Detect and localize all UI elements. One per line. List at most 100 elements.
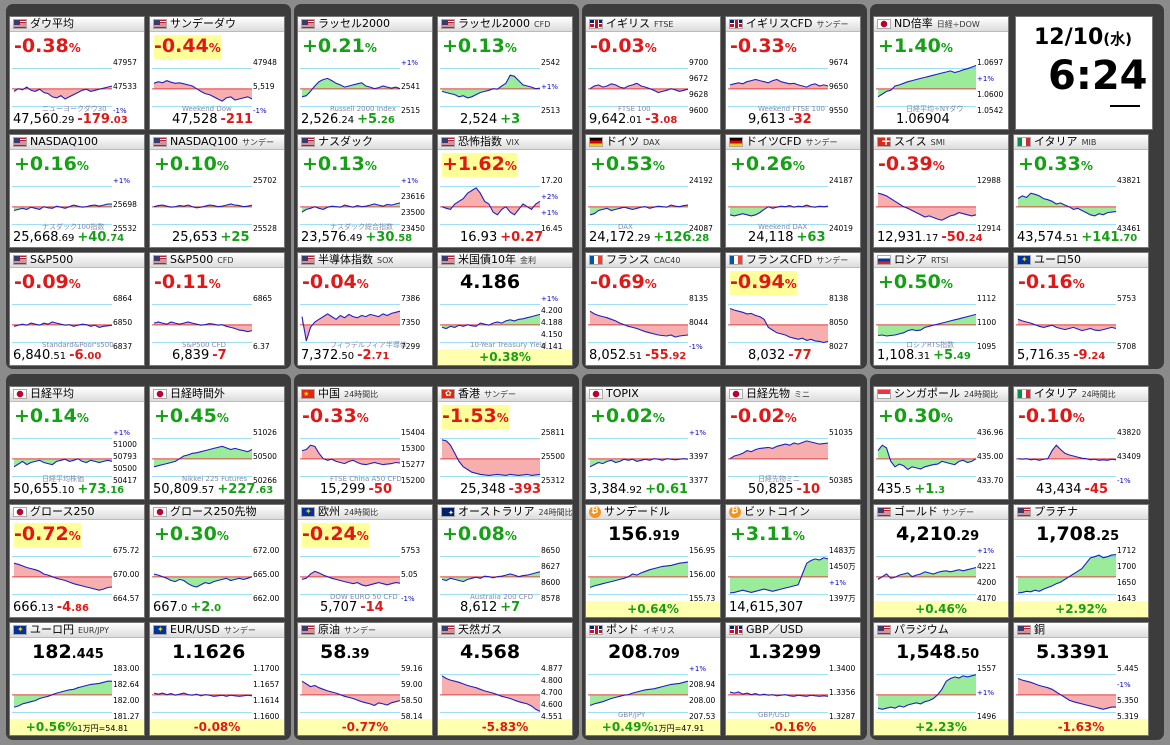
y-tick-label: 9600 [689, 106, 708, 115]
tile-25[interactable]: 中国 24時間比 FTSE China A50 CFD 15404 15300 15277… [297, 386, 433, 500]
tile-9[interactable]: ナスダック ナスダック総合指数 +1% 23616 23500 23450 +0.13% 23… [297, 134, 433, 248]
tile-subtitle: サンデー [816, 256, 849, 265]
tile-17[interactable]: 半導体指数 SOX フィラデルフィア半導体 7386 7350 7299 -0.04% 7,3… [297, 252, 433, 366]
tile-27[interactable]: TOPIX +1% 3397 3377 +0.02% 3,384.92 +0.61 [585, 386, 721, 500]
us-flag-icon [153, 19, 167, 29]
mini-chart: フィラデルフィア半導体 7386 7350 7299 [300, 294, 420, 351]
tile-0[interactable]: ダウ平均 ニューヨークダウ30 47957 47533 -1% -0.38% 47,560.… [9, 16, 145, 130]
y-tick-label: 50500 [113, 464, 137, 473]
percent-sign: % [940, 277, 953, 291]
mini-chart: ナスダック総合指数 +1% 23616 23500 23450 [300, 177, 425, 233]
tile-12[interactable]: ドイツCFD サンデー Weekend DAX 24187 24019 +0.26% 24,… [725, 134, 861, 248]
price-int: 24,172 [589, 230, 635, 245]
y-tick-label: 6.37 [253, 342, 270, 351]
tile-10[interactable]: 恐怖指数 VIX 17.20 +2% +1% 16.45 +1.62% 16.93 +0.27 [437, 134, 573, 248]
tile-30[interactable]: イタリア 24時間比 43820 43409 -1% -0.10% 43,434 -45 [1013, 386, 1149, 500]
big-int: 1,708 [1036, 523, 1097, 545]
tile-20[interactable]: フランスCFD サンデー 8138 8050 8027 -0.94% 8,032 -77 [725, 252, 861, 366]
y-tick-label: +1% [541, 209, 558, 217]
tile-4[interactable]: イギリス FTSE FTSE 100 9700 9672 9628 9600 -0.03% 9,… [585, 16, 721, 130]
tile-16[interactable]: S&P500 CFD S&P500 CFD 6865 6.37 -0.11% 6,839 -7 [149, 252, 285, 366]
jp-flag-icon [729, 389, 743, 399]
clock-panel: 12/10(水) 6:24 [1015, 16, 1153, 130]
diff-int: +5 [933, 348, 954, 363]
tile-46[interactable]: 銅 5.445 -1% 5.350 5.319 5.3391 -1.63% [1013, 622, 1149, 736]
tile-33[interactable]: 欧州 24時間比 DOW EURO 50 CFD 5753 5.05 -1% -0.24% 5… [297, 504, 433, 618]
percent-sign: % [784, 411, 797, 425]
us-flag-icon [877, 625, 891, 635]
tile-29[interactable]: シンガポール 24時間比 436.96 435.00 433.70 +0.30% 435.5… [873, 386, 1009, 500]
us-flag-icon [13, 137, 27, 147]
tile-35[interactable]: サンデードル 156.95 156.00 155.73 156.919 +0.64% [585, 504, 721, 618]
tile-38[interactable]: プラチナ 1712 1700 1650 1643 1,708.25 +2.92% [1013, 504, 1149, 618]
tile-8[interactable]: NASDAQ100 サンデー 25702 25528 +0.10% 25,653 +25 [149, 134, 285, 248]
mini-chart: 25811 25500 25312 [440, 428, 565, 485]
tile-43[interactable]: ポンド イギリス GBP/JPY +1% 208.94 208.00 207.53 208.7… [585, 622, 721, 736]
y-tick-label: 5.05 [401, 570, 418, 579]
y-tick-label: 5.319 [1117, 712, 1139, 721]
diff-dec: .00 [83, 351, 102, 362]
diff-dec: .58 [394, 233, 413, 244]
tile-32[interactable]: グロース250先物 672.00 665.00 662.00 +0.30% 667.0 +2… [149, 504, 285, 618]
y-tick-label: 15200 [401, 476, 425, 485]
y-tick-label: 25500 [541, 452, 565, 461]
tile-1[interactable]: サンデーダウ Weekend Dow 47948 5,519 -1% -0.44% 47,5… [149, 16, 285, 130]
tile-39[interactable]: ユーロ円 EUR/JPY 183.00 182.64 182.00 181.27 182.4… [9, 622, 145, 736]
tile-title: 香港 [458, 387, 480, 400]
price-line [877, 192, 977, 221]
tile-41[interactable]: 原油 サンデー 59.16 59.00 58.50 58.14 58.39 -0.77% [297, 622, 433, 736]
tile-header: ビットコイン [726, 505, 860, 520]
tile-14[interactable]: イタリア MIB 43821 43461 +0.33% 43,574.51 +141.70 [1013, 134, 1149, 248]
tile-18[interactable]: 米国債10年 金利 10-Year Treasury Yield +1% 4.200 4.… [437, 252, 573, 366]
tile-11[interactable]: ドイツ DAX DAX 24192 24087 +0.53% 24,172.29 +126.2… [585, 134, 721, 248]
price-int: 25,653 [172, 230, 218, 245]
tile-31[interactable]: グロース250 675.72 670.00 664.57 -0.72% 666.13 -4.… [9, 504, 145, 618]
tile-15[interactable]: S&P500 Standard&Poor's500 6864 6850 6837 -0.0… [9, 252, 145, 366]
tile-3[interactable]: ラッセル2000 CFD 2542 +1% 2513 +0.13% 2,524 +3 [437, 16, 573, 130]
y-tick-label: 4.188 [541, 318, 563, 327]
tile-6[interactable]: ND倍率 日経÷DOW 日経平均÷NYダウ 1.0697 +1% 1.0600 1.0542… [873, 16, 1009, 130]
tile-22[interactable]: ユーロ50 5753 5708 -0.16% 5,716.35-9.24 [1013, 252, 1149, 366]
price-line [153, 321, 253, 333]
mini-chart: 日経先物ミニ 51035 50385 [728, 428, 853, 485]
price-diff: -45 [1085, 482, 1109, 497]
tile-37[interactable]: ゴールド サンデー +1% 4221 4200 4170 4,210.29 +0.46% [873, 504, 1009, 618]
tile-28[interactable]: 日経先物 ミニ 日経先物ミニ 51035 50385 -0.02% 50,825 -10 [725, 386, 861, 500]
us-flag-icon [153, 137, 167, 147]
tile-45[interactable]: パラジウム 1557 +1% 1496 1,548.50 +2.23% [873, 622, 1009, 736]
y-tick-label: 4200 [977, 578, 996, 587]
price-line [877, 444, 977, 471]
y-tick-label: 1643 [1117, 594, 1136, 603]
tile-5[interactable]: イギリスCFD サンデー Weekend FTSE 100 9674 9650 9550 -… [725, 16, 861, 130]
tile-7[interactable]: NASDAQ100 ナスダック100指数 +1% 25698 25532 +0.16% 25… [9, 134, 145, 248]
price-dec: .49 [346, 233, 363, 244]
tile-44[interactable]: GBP／USD GBP/USD 1.3400 1.3356 1.3287 1.3299 -0… [725, 622, 861, 736]
tile-42[interactable]: 天然ガス 4.877 4.800 4.700 4.600 4.551 4.568 -5.83% [437, 622, 573, 736]
mini-chart: FTSE 100 9700 9672 9628 9600 [588, 58, 708, 115]
price-line [13, 85, 113, 100]
change-percent: +0.45% [154, 405, 229, 429]
jp-flag-icon [153, 507, 167, 517]
tile-23[interactable]: 日経平均 日経平均株価 +1% 51000 50793 50500 50417 +0.14% 5… [9, 386, 145, 500]
change-value: -0.24 [302, 523, 357, 545]
tile-title: ND倍率 [894, 17, 933, 30]
tile-21[interactable]: ロシア RTSI ロシアRTS指数 1112 1100 1095 +0.50% 1,108.3… [873, 252, 1009, 366]
tile-header: ロシア RTSI [874, 253, 1008, 268]
diff-dec: .71 [371, 351, 390, 362]
tile-2[interactable]: ラッセル2000 Russell 2000 Index +1% 2541 2515 +0.… [297, 16, 433, 130]
big-dec: .445 [71, 647, 104, 662]
fr-flag-icon [589, 255, 603, 265]
price-diff: +25 [221, 230, 250, 245]
tile-24[interactable]: 日経時間外 Nikkei 225 Futures 51026 50500 50266 +0… [149, 386, 285, 500]
tile-19[interactable]: フランス CAC40 8135 8044 -1% -0.69% 8,052.51 -55.92 [585, 252, 721, 366]
tile-36[interactable]: ビットコイン 1483万 1450万 +1% 1397万 +3.11% 14,615,307 [725, 504, 861, 618]
change-value: +0.33 [1018, 153, 1081, 175]
y-tick-label: 4.600 [541, 700, 563, 709]
uk-flag-icon [589, 625, 603, 635]
change-percent: +1.62% [442, 153, 517, 177]
mini-chart: ロシアRTS指数 1112 1100 1095 [876, 294, 996, 351]
